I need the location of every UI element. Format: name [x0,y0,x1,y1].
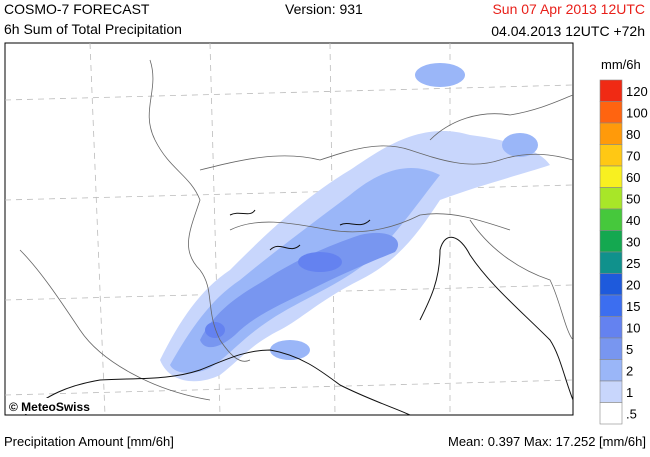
grid-line [329,42,336,416]
border [229,213,511,233]
legend-swatch [599,359,623,382]
borders [19,59,574,401]
rain-area [298,252,342,272]
coastline [419,237,574,401]
border [199,269,251,362]
version: Version: 931 [285,1,363,17]
legend-label: 20 [626,277,640,292]
legend-label: 10 [626,320,640,335]
footer-right: Mean: 0.397 Max: 17.252 [mm/6h] [448,434,646,449]
legend-label: 25 [626,256,640,271]
legend-swatch [599,230,623,253]
legend-label: 100 [626,105,648,120]
credit-background [6,398,92,414]
grid-line [4,379,574,396]
legend-label: 70 [626,148,640,163]
rain-area [415,63,465,87]
legend-swatch [599,144,623,167]
grid-line [4,284,574,301]
footer-left: Precipitation Amount [mm/6h] [4,434,174,449]
legend-label: .5 [626,406,637,421]
title: COSMO-7 FORECAST [4,1,150,17]
coastline [24,349,411,416]
legend-swatch [599,165,623,188]
border [199,145,574,171]
border [429,94,574,141]
border [148,59,201,271]
legend-swatch [599,273,623,296]
grid-line [4,84,574,101]
legend-title: mm/6h [601,57,641,72]
rain-area [502,133,538,157]
coastline [24,209,574,416]
legend-swatch [599,187,623,210]
legend-swatch [599,101,623,124]
legend-label: 15 [626,299,640,314]
grid-line [4,184,574,201]
subtitle: 6h Sum of Total Precipitation [4,21,182,37]
credit: © MeteoSwiss [9,400,90,414]
legend-label: 1 [626,385,633,400]
legend-swatch [599,294,623,317]
legend-label: 40 [626,213,640,228]
legend-swatch [599,402,623,425]
rain-area [205,322,225,338]
legend-swatch [599,122,623,145]
legend-swatch [599,316,623,339]
legend: 120 100 80 70 60 50 40 30 25 20 15 10 5 2 1 .5 [599,79,648,425]
map: © MeteoSwiss [4,42,574,416]
legend-swatch [599,79,623,102]
legend-label: 2 [626,363,633,378]
legend-label: 50 [626,191,640,206]
legend-label: 120 [626,84,648,99]
legend-swatch [599,251,623,274]
legend-label: 60 [626,170,640,185]
rain-area [270,340,310,360]
legend-swatch [599,380,623,403]
run-time: 04.04.2013 12UTC +72h [491,23,645,39]
lakes [229,209,371,251]
rain-area [200,232,399,348]
legend-swatch [599,208,623,231]
border [469,219,574,341]
grid-line [89,42,106,416]
legend-label: 30 [626,234,640,249]
legend-swatch [599,337,623,360]
legend-label: 5 [626,342,633,357]
valid-time: Sun 07 Apr 2013 12UTC [492,1,645,17]
legend-label: 80 [626,127,640,142]
precipitation [160,63,550,382]
border [19,249,211,401]
